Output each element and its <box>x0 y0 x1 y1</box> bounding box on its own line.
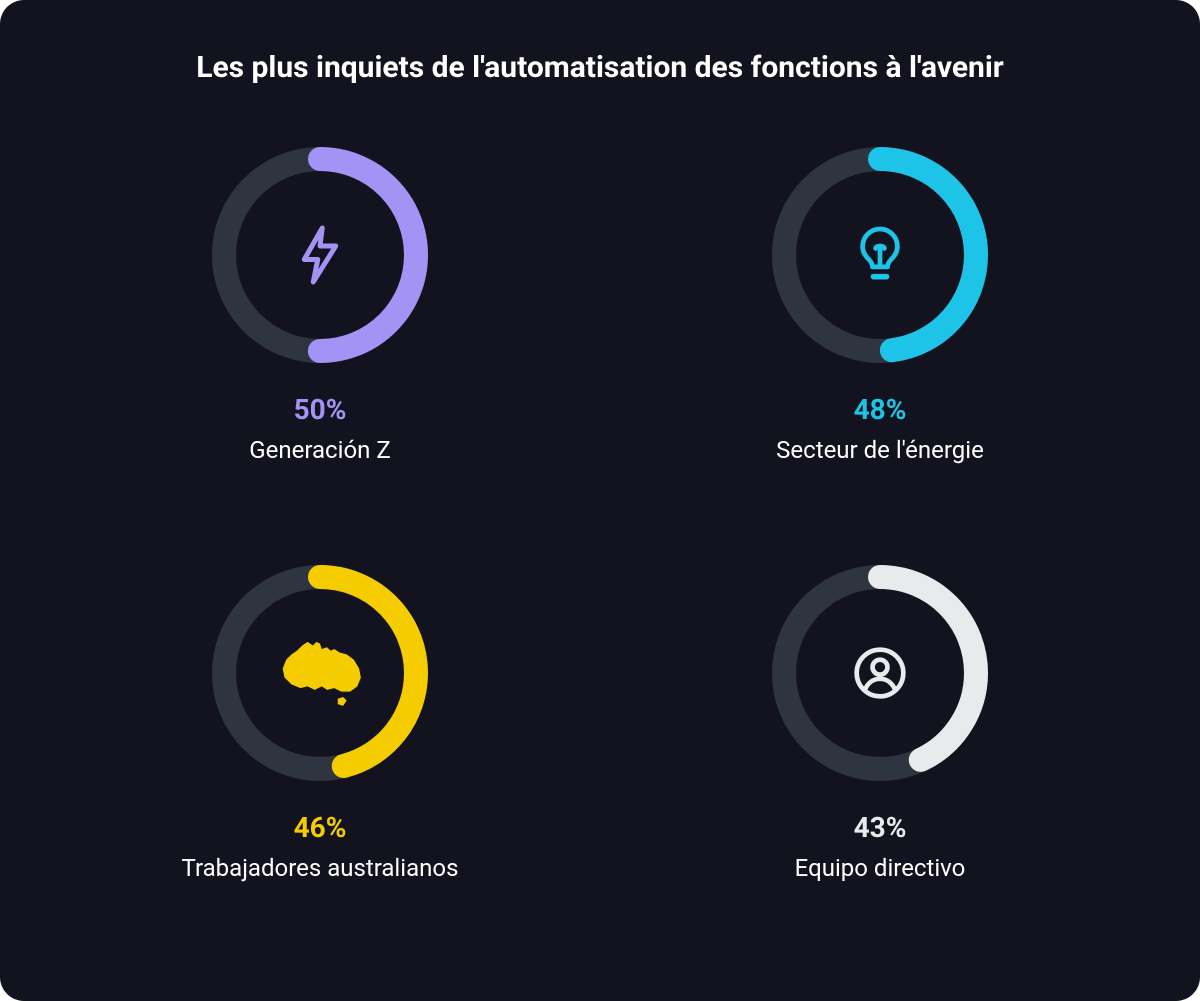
user-circle-icon <box>852 645 908 701</box>
stat-item: 50% Generación Z <box>210 145 430 464</box>
donut-chart <box>210 563 430 783</box>
donut-chart <box>770 563 990 783</box>
stat-item: 48% Secteur de l'énergie <box>770 145 990 464</box>
australia-icon <box>275 633 365 713</box>
infographic-card: Les plus inquiets de l'automatisation de… <box>0 0 1200 1001</box>
stats-grid: 50% Generación Z 48% <box>60 145 1140 941</box>
bolt-icon <box>293 223 347 287</box>
stat-item: 46% Trabajadores australianos <box>182 563 459 882</box>
stat-item: 43% Equipo directivo <box>770 563 990 882</box>
donut-chart <box>770 145 990 365</box>
stat-label: Equipo directivo <box>795 854 966 882</box>
lightbulb-icon <box>854 222 906 288</box>
percent-value: 48% <box>854 393 907 426</box>
stat-label: Generación Z <box>249 436 390 464</box>
stat-label: Secteur de l'énergie <box>776 436 984 464</box>
percent-value: 43% <box>854 811 907 844</box>
page-title: Les plus inquiets de l'automatisation de… <box>60 50 1140 85</box>
percent-value: 46% <box>294 811 347 844</box>
percent-value: 50% <box>294 393 347 426</box>
stat-label: Trabajadores australianos <box>182 854 459 882</box>
donut-chart <box>210 145 430 365</box>
